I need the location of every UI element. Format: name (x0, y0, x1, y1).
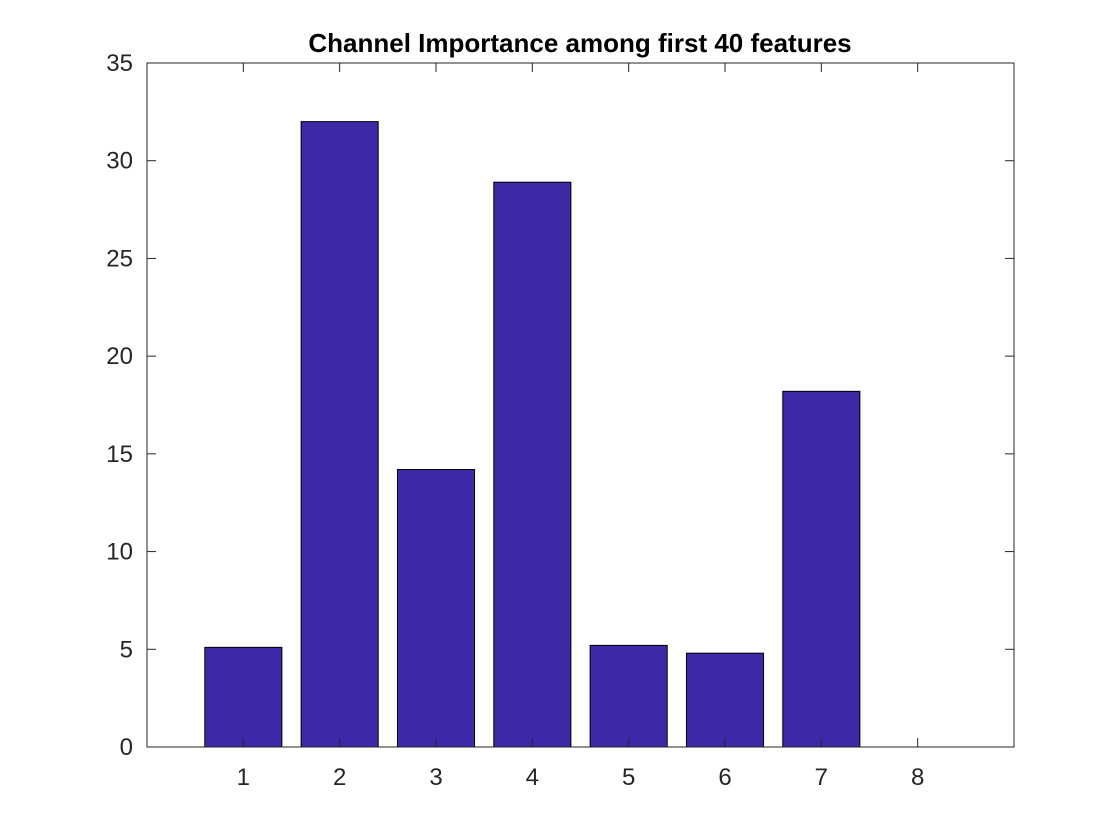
y-tick-label-15: 15 (106, 441, 133, 468)
x-tick-label-2: 2 (333, 764, 346, 791)
axes-box (146, 62, 1015, 748)
bar-1 (204, 646, 283, 748)
y-tick-label-20: 20 (106, 343, 133, 370)
chart-title: Channel Importance among first 40 featur… (308, 28, 851, 58)
bar-7 (782, 390, 861, 748)
y-tick-label-0: 0 (120, 734, 133, 761)
y-tick-label-35: 35 (106, 50, 133, 77)
bars-layer (204, 121, 861, 748)
ticks-layer: 1 2 3 4 5 6 7 8 0 5 10 15 20 25 30 35 (106, 50, 1014, 791)
x-tick-label-3: 3 (429, 764, 442, 791)
x-tick-label-7: 7 (815, 764, 828, 791)
bar-5 (589, 644, 668, 748)
y-tick-label-10: 10 (106, 539, 133, 566)
y-tick-label-5: 5 (120, 636, 133, 663)
x-tick-label-8: 8 (911, 764, 924, 791)
x-tick-label-6: 6 (718, 764, 731, 791)
bar-6 (685, 652, 765, 748)
y-tick-label-25: 25 (106, 245, 133, 272)
x-tick-label-1: 1 (237, 764, 250, 791)
x-tick-label-5: 5 (622, 764, 635, 791)
x-tick-label-4: 4 (526, 764, 539, 791)
bar-4 (493, 181, 572, 748)
bar-3 (396, 468, 476, 748)
plot-area (147, 63, 1014, 747)
bar-2 (300, 121, 379, 748)
y-tick-label-30: 30 (106, 148, 133, 175)
